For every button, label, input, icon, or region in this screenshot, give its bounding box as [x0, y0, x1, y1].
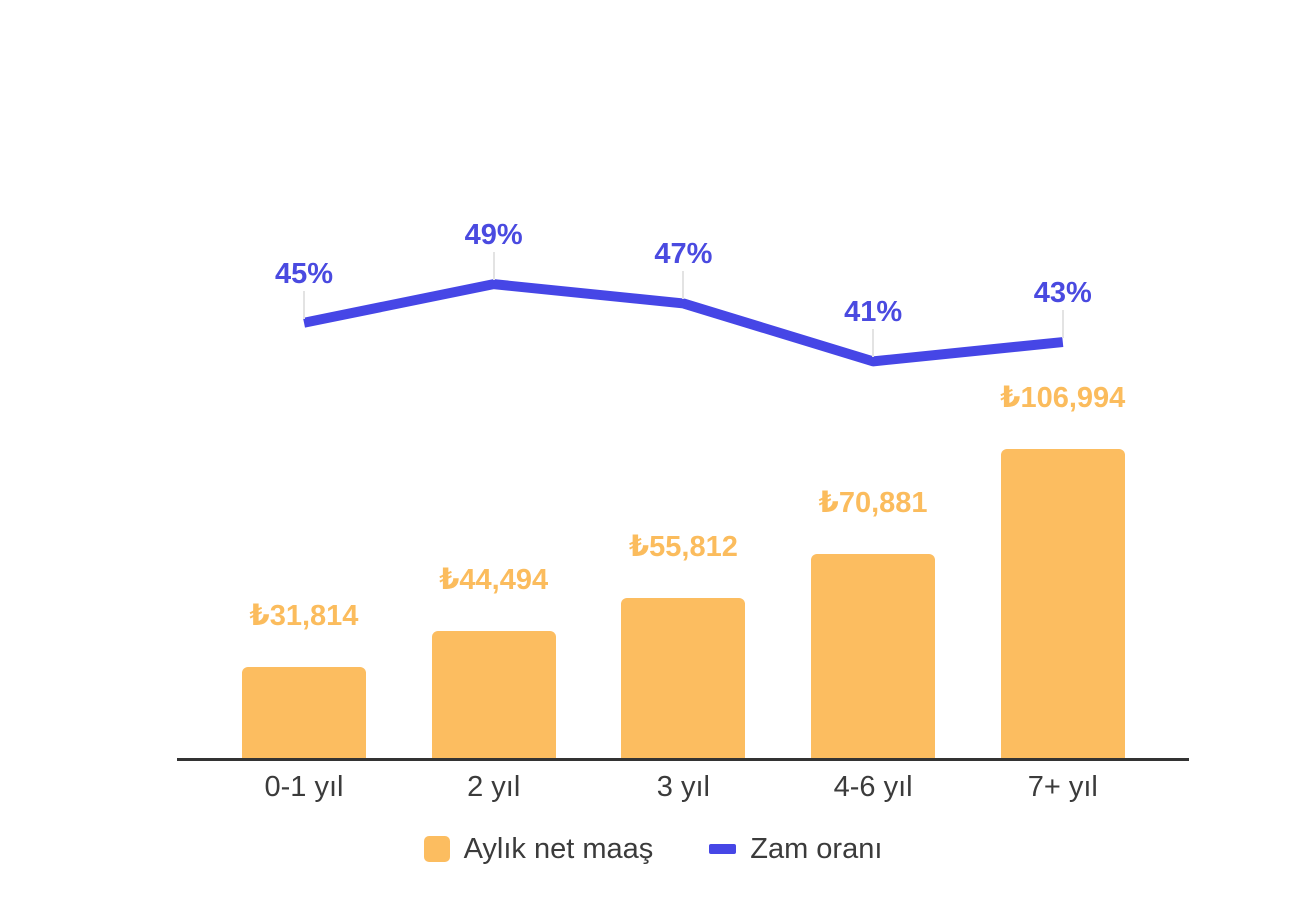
legend-item-label: Aylık net maaş — [463, 832, 654, 865]
annotation-stem — [492, 252, 495, 281]
line-value-label: 45% — [274, 257, 334, 290]
annotation-stem — [303, 290, 305, 319]
bar-value-label: ₺70,881 — [818, 487, 928, 519]
legend-swatch-line-icon — [709, 844, 737, 854]
legend-item-label: Zam oranı — [750, 832, 883, 865]
x-axis-label: 3 yıl — [656, 771, 710, 803]
line-value-label: 47% — [654, 238, 713, 271]
annotation-stem — [872, 329, 875, 358]
bar[interactable] — [1000, 449, 1125, 760]
line-value-label: 41% — [844, 296, 903, 329]
x-axis-label: 7+ yıl — [1027, 771, 1098, 803]
x-axis-label: 0-1 yıl — [264, 771, 344, 803]
annotation-stem — [1061, 310, 1064, 339]
bar[interactable] — [621, 598, 746, 760]
legend-item-aylik-net-maas[interactable]: Aylık net maaş — [423, 832, 654, 866]
chart-legend: Aylık net maaş Zam oranı — [0, 832, 1306, 866]
bar-value-label: ₺44,494 — [439, 564, 549, 596]
bar-value-label: ₺55,812 — [628, 531, 738, 563]
x-axis-label: 2 yıl — [467, 771, 521, 803]
annotation-stem — [682, 271, 685, 300]
bar-value-label: ₺31,814 — [249, 600, 359, 632]
x-axis-label: 4-6 yıl — [833, 771, 913, 803]
bar[interactable] — [431, 631, 556, 760]
bar[interactable] — [811, 554, 936, 760]
line-value-label: 49% — [464, 219, 523, 252]
bar[interactable] — [242, 667, 366, 760]
legend-item-zam-orani[interactable]: Zam oranı — [709, 833, 882, 866]
x-axis-baseline — [177, 758, 1189, 761]
bar-value-label: ₺106,994 — [1000, 382, 1126, 414]
legend-swatch-square — [423, 836, 450, 862]
line-value-label: 43% — [1033, 277, 1092, 310]
